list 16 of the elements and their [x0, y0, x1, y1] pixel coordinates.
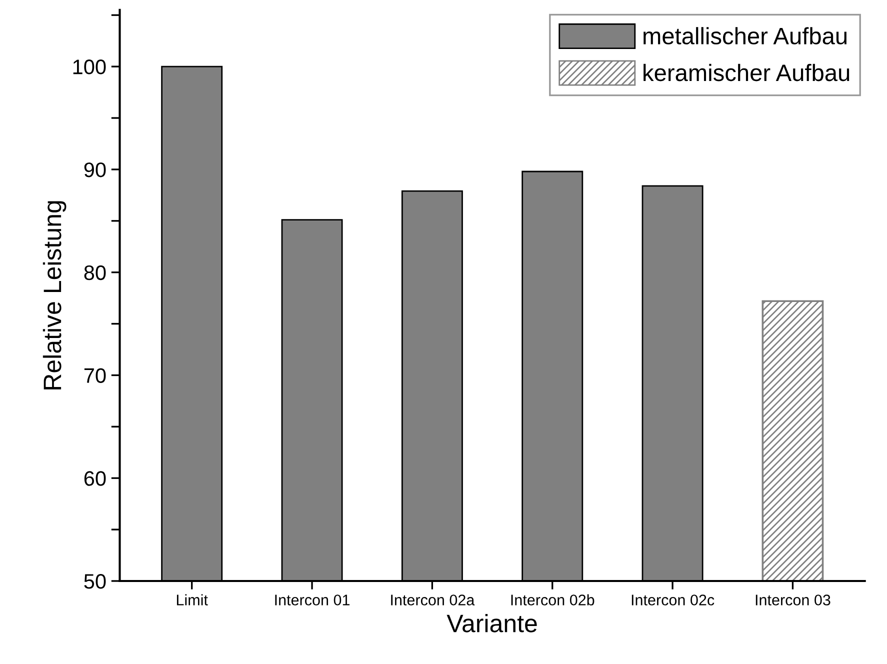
y-tick-label: 60	[84, 471, 106, 486]
y-tick-label: 70	[84, 368, 106, 383]
legend-label: keramischer Aufbau	[644, 64, 850, 82]
x-tick-label: Intercon 03	[756, 594, 830, 606]
y-tick-label: 50	[84, 574, 106, 589]
x-tick-label: Intercon 02c	[632, 594, 714, 606]
y-tick-label: 80	[84, 265, 106, 280]
x-tick-label: Intercon 02a	[391, 594, 475, 606]
legend-label: metallischer Aufbau	[644, 27, 846, 44]
x-tick-label: Intercon 01	[275, 594, 350, 606]
x-tick-label: Limit	[176, 594, 208, 606]
y-tick-label: 90	[84, 162, 106, 178]
x-tick-label: Intercon 02b	[511, 594, 594, 606]
y-axis-title: Relative Leistung	[42, 201, 66, 390]
y-tick-label: 100	[73, 60, 106, 74]
x-axis-title: Variante	[446, 614, 537, 632]
